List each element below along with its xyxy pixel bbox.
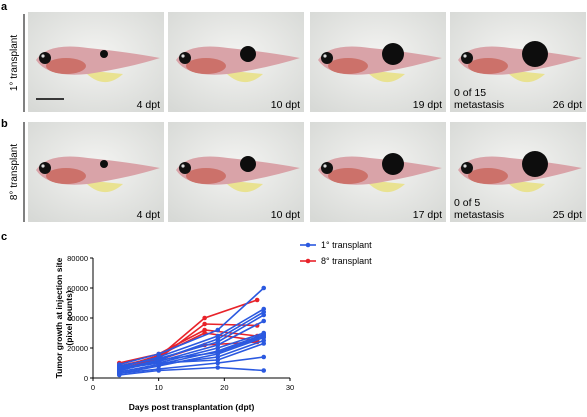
fish-eye [179,52,191,64]
fish-eye [39,162,51,174]
y-tick-label: 40000 [67,314,88,323]
data-point [202,321,207,327]
panel-letter: b [1,118,8,130]
tumor [382,153,404,175]
data-point [215,327,221,333]
legend-label: 1° transplant [321,240,372,250]
fish-gut [186,58,226,74]
series-line [119,314,265,367]
data-point [156,368,161,373]
row-label: 8° transplant [9,144,20,200]
data-point [261,318,267,324]
fish-gut [468,168,508,184]
y-tick-label: 60000 [67,284,88,293]
data-point [156,360,161,366]
fish-eye [39,52,51,64]
x-axis-title: Days post transplantation (dpt) [129,402,255,412]
panel-letter: a [1,1,8,13]
eye-glint [41,164,45,168]
tumor [522,151,548,177]
tumor [240,46,256,62]
x-tick-label: 30 [286,383,294,392]
data-point [215,360,221,366]
fish-eye [321,52,333,64]
time-label: 19 dpt [413,99,442,111]
eye-glint [323,54,327,58]
data-point [261,341,267,346]
tumor [100,50,108,58]
tumor [522,41,548,67]
fish-eye [461,162,473,174]
data-point [254,297,260,303]
tumor [240,156,256,172]
data-point [202,315,207,321]
fish-eye [321,162,333,174]
data-point [261,285,267,291]
tumor [100,160,108,168]
eye-glint [463,164,467,168]
data-point [261,312,267,318]
time-label: 25 dpt [553,209,582,221]
eye-glint [181,54,185,58]
y-tick-label: 80000 [67,254,88,263]
legend-label: 8° transplant [321,256,372,266]
time-label: 4 dpt [137,99,160,111]
eye-glint [181,164,185,168]
eye-glint [463,54,467,58]
tumor [382,43,404,65]
photo-panels [28,12,586,222]
eye-glint [41,54,45,58]
fish-gut [468,58,508,74]
x-tick-label: 20 [220,383,228,392]
time-label: 10 dpt [271,99,300,111]
legend-marker [305,258,311,264]
data-point [116,372,122,378]
legend-marker [305,242,311,248]
series-line [119,366,264,376]
fish-gut [328,168,368,184]
row-label: 1° transplant [9,35,20,91]
series-line [119,356,264,375]
y-axis-title: (pixel counts) [64,290,74,345]
panel-letter: c [1,231,7,243]
eye-glint [323,164,327,168]
note: 0 of 5 [454,197,480,209]
note: metastasis [454,209,504,221]
y-tick-label: 20000 [67,344,88,353]
y-tick-label: 0 [84,374,88,383]
data-point [215,365,221,370]
fish-gut [46,168,86,184]
fish-gut [186,168,226,184]
fish-gut [328,58,368,74]
fish-eye [179,162,191,174]
fish-gut [46,58,86,74]
data-point [261,354,267,360]
note: metastasis [454,99,504,111]
time-label: 17 dpt [413,209,442,221]
note: 0 of 15 [454,87,486,99]
time-label: 4 dpt [137,209,160,221]
fish-eye [461,52,473,64]
x-tick-label: 10 [154,383,162,392]
series-line [119,287,265,366]
data-point [116,365,122,370]
time-label: 10 dpt [271,209,300,221]
x-tick-label: 0 [91,383,95,392]
time-label: 26 dpt [553,99,582,111]
data-point [261,368,267,373]
series-line [119,342,265,369]
y-axis-title: Tumor growth at injection site [54,257,64,378]
